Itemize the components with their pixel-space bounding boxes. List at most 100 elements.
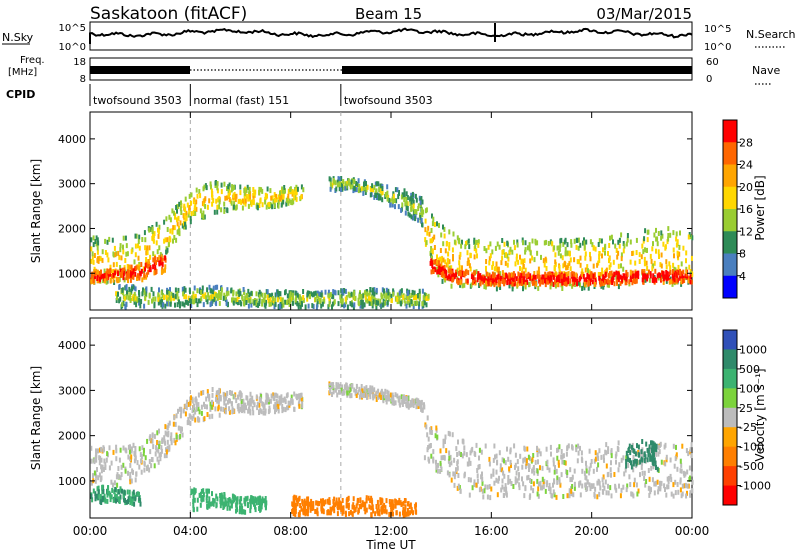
scatter-cell — [341, 510, 344, 516]
scatter-cell — [387, 392, 390, 398]
scatter-cell — [130, 454, 133, 460]
scatter-cell — [386, 184, 389, 190]
scatter-cell — [306, 290, 309, 296]
scatter-cell — [424, 237, 427, 243]
scatter-cell — [680, 278, 683, 284]
scatter-cell — [645, 479, 648, 484]
scatter-cell — [153, 270, 156, 276]
scatter-cell — [114, 497, 117, 503]
scatter-cell — [591, 242, 594, 248]
scatter-cell — [468, 457, 471, 463]
scatter-cell — [291, 501, 294, 507]
scatter-cell — [123, 489, 126, 495]
scatter-cell — [531, 238, 534, 244]
scatter-cell — [211, 399, 213, 405]
scatter-cell — [132, 268, 135, 274]
scatter-cell — [625, 487, 628, 493]
scatter-cell — [415, 397, 418, 403]
scatter-cell — [425, 296, 428, 301]
scatter-cell — [505, 492, 508, 498]
cpid-segment-label: twofsound 3503 — [344, 94, 433, 107]
y-tick-label: 1000 — [58, 475, 86, 488]
scatter-cell — [417, 217, 420, 223]
scatter-cell — [498, 475, 500, 481]
scatter-cell — [561, 255, 564, 261]
scatter-cell — [579, 282, 581, 288]
scatter-cell — [405, 205, 408, 211]
scatter-cell — [377, 504, 380, 510]
scatter-cell — [486, 484, 489, 490]
scatter-cell — [202, 302, 205, 308]
scatter-cell — [131, 491, 134, 497]
scatter-cell — [218, 393, 221, 399]
scatter-cell — [394, 503, 397, 509]
colorbar-frame — [722, 329, 738, 506]
scatter-cell — [338, 389, 340, 395]
scatter-cell — [239, 290, 242, 296]
scatter-cell — [145, 257, 148, 262]
scatter-cell — [604, 243, 607, 249]
scatter-cell — [480, 449, 483, 455]
scatter-cell — [223, 492, 226, 498]
scatter-cell — [517, 466, 520, 472]
scatter-cell — [106, 451, 109, 457]
scatter-cell — [637, 460, 640, 466]
scatter-cell — [229, 498, 232, 504]
scatter-cell — [634, 451, 637, 457]
scatter-cell — [673, 272, 676, 278]
scatter-cell — [689, 447, 692, 453]
scatter-cell — [608, 279, 611, 285]
scatter-cell — [437, 269, 440, 274]
scatter-cell — [337, 505, 340, 511]
scatter-cell — [402, 510, 404, 516]
scatter-cell — [442, 224, 444, 230]
scatter-cell — [659, 262, 662, 268]
scatter-cell — [606, 472, 609, 478]
scatter-cell — [349, 301, 352, 307]
scatter-cell — [592, 468, 595, 474]
colorbar-tick-label: -25 — [739, 421, 757, 434]
scatter-cell — [690, 453, 693, 459]
scatter-cell — [269, 296, 272, 302]
scatter-cell — [537, 459, 539, 465]
scatter-cell — [529, 250, 532, 256]
scatter-cell — [290, 296, 293, 302]
scatter-cell — [100, 475, 103, 481]
scatter-cell — [484, 284, 487, 290]
scatter-cell — [612, 275, 615, 280]
scatter-cell — [646, 265, 649, 271]
scatter-cell — [536, 491, 539, 497]
scatter-cell — [415, 295, 417, 301]
scatter-cell — [568, 250, 571, 256]
scatter-cell — [641, 277, 644, 283]
scatter-cell — [665, 270, 668, 276]
scatter-cell — [237, 394, 239, 400]
scatter-cell — [443, 226, 446, 232]
scatter-cell — [438, 222, 440, 228]
scatter-cell — [197, 402, 200, 408]
scatter-cell — [127, 269, 129, 275]
scatter-cell — [473, 254, 476, 260]
scatter-cell — [153, 261, 156, 267]
scatter-cell — [249, 391, 252, 397]
scatter-cell — [412, 206, 415, 212]
scatter-cell — [680, 261, 683, 267]
scatter-cell — [403, 297, 406, 303]
scatter-cell — [290, 200, 293, 205]
scatter-cell — [229, 398, 231, 404]
scatter-cell — [101, 249, 104, 255]
scatter-cell — [336, 179, 339, 185]
scatter-cell — [138, 297, 141, 303]
scatter-cell — [146, 263, 149, 269]
scatter-cell — [240, 496, 243, 502]
scatter-cell — [294, 297, 297, 303]
scatter-cell — [216, 496, 219, 502]
scatter-cell — [385, 287, 388, 293]
scatter-cell — [252, 195, 255, 201]
scatter-cell — [150, 438, 153, 444]
scatter-cell — [158, 255, 161, 261]
scatter-cell — [200, 390, 203, 396]
scatter-cell — [689, 279, 692, 285]
scatter-cell — [421, 207, 423, 213]
scatter-cell — [102, 278, 105, 284]
